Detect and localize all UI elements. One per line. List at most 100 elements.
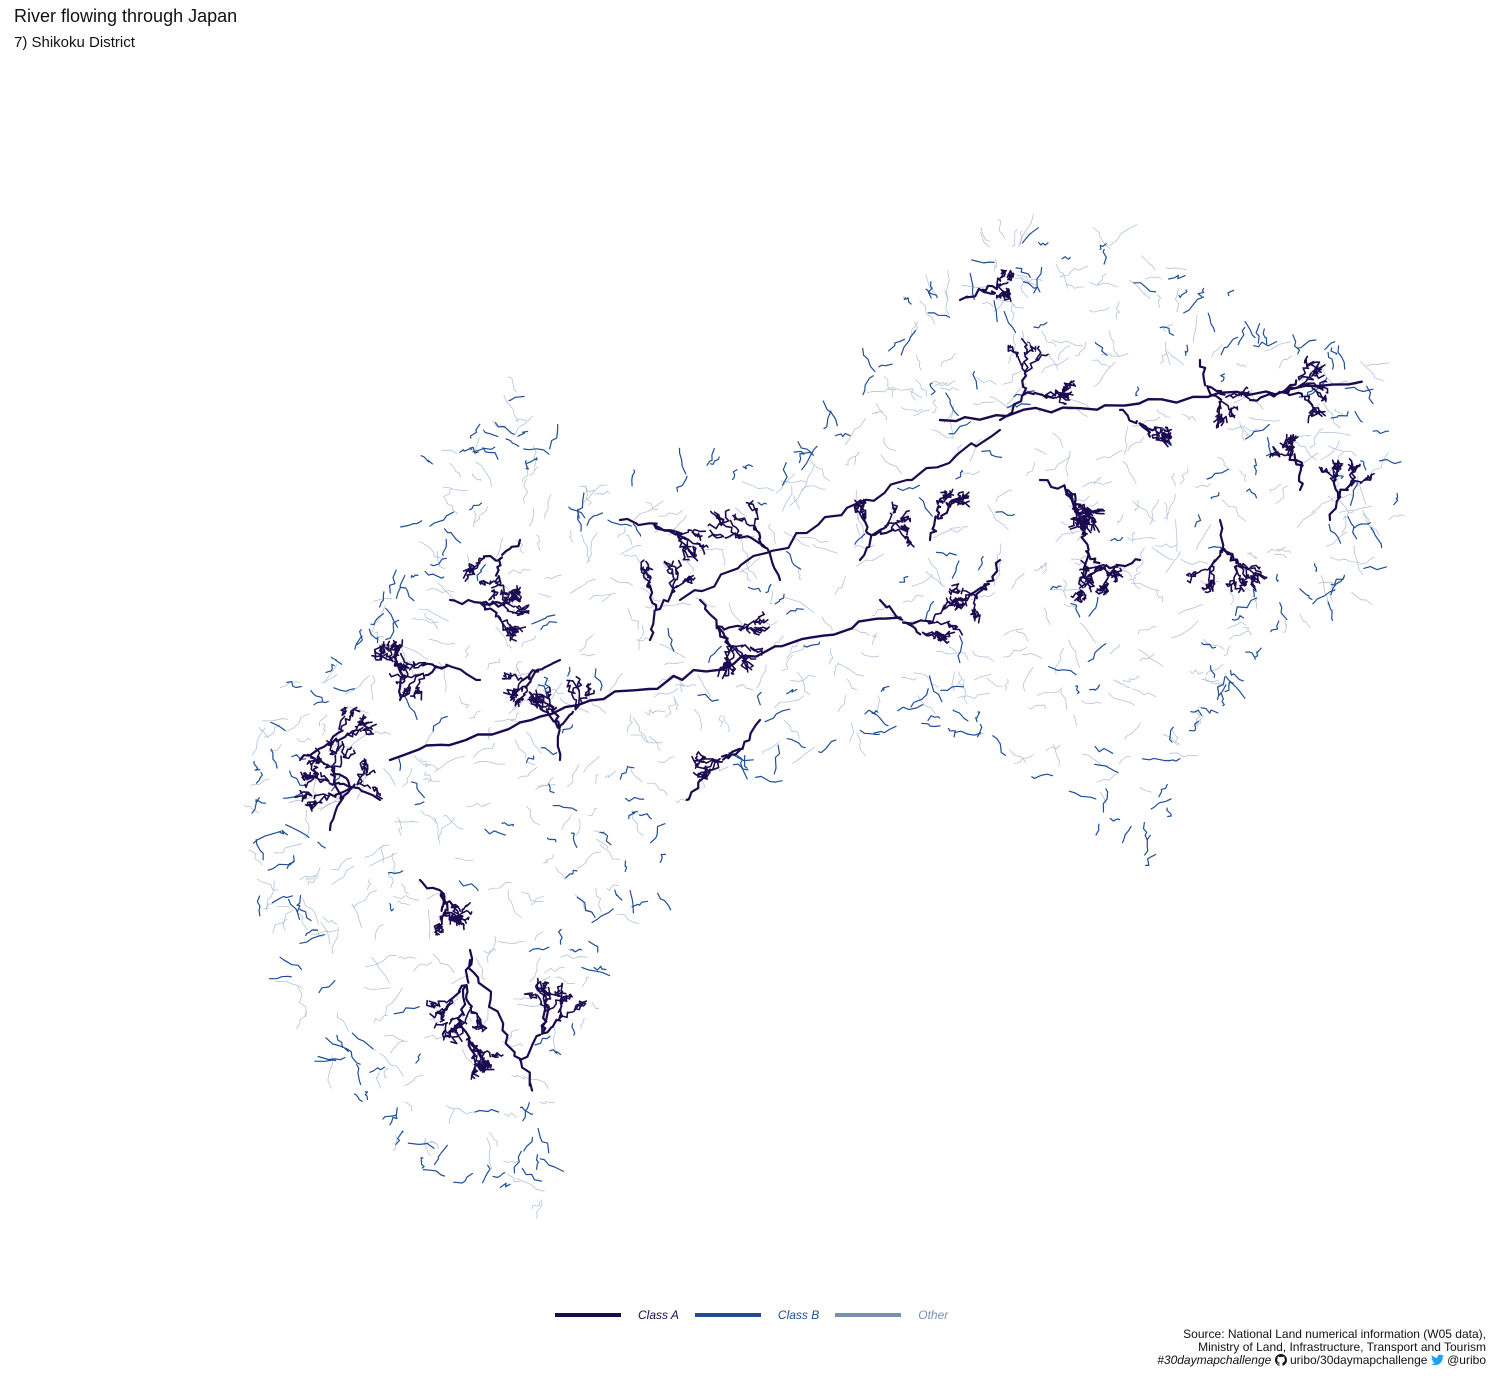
class-a-river — [1297, 464, 1304, 492]
caption-twitter: @uribo — [1447, 1353, 1486, 1367]
class-b-river — [370, 613, 384, 626]
other-river — [1093, 476, 1102, 485]
other-river — [353, 890, 377, 908]
class-a-river — [858, 534, 873, 562]
other-river — [591, 1002, 600, 1010]
other-river — [1021, 653, 1043, 659]
other-river — [1318, 580, 1341, 585]
other-river — [1049, 353, 1058, 370]
other-river — [809, 460, 830, 482]
class-a-river — [1153, 427, 1161, 438]
class-a-river — [716, 624, 744, 631]
other-river — [1065, 450, 1071, 477]
other-river — [638, 624, 644, 651]
class-a-river — [544, 996, 552, 1012]
other-river — [529, 956, 541, 983]
other-river — [1167, 351, 1185, 366]
class-a-river — [476, 1062, 482, 1069]
other-river — [1195, 706, 1201, 728]
class-a-river — [694, 755, 705, 763]
other-river — [909, 387, 916, 401]
other-river — [1300, 613, 1311, 629]
class-b-river — [624, 796, 645, 802]
class-b-river — [513, 1150, 522, 1174]
other-river — [1068, 639, 1081, 668]
class-a-river — [720, 747, 743, 759]
other-river — [932, 527, 961, 539]
class-b-river — [410, 574, 419, 579]
class-b-river — [351, 1032, 374, 1050]
other-river — [979, 231, 990, 248]
class-b-river — [389, 903, 394, 912]
class-a-river — [501, 538, 522, 556]
other-river — [1266, 547, 1286, 554]
class-a-river — [342, 749, 356, 760]
class-a-river — [1209, 565, 1215, 584]
class-a-river — [342, 746, 353, 759]
class-a-river — [1036, 345, 1042, 361]
class-a-river — [430, 1002, 440, 1009]
other-river — [424, 729, 435, 747]
class-a-river — [1186, 571, 1197, 584]
class-b-river — [803, 641, 820, 648]
class-b-river — [577, 492, 585, 519]
class-b-river — [317, 1055, 346, 1061]
class-a-river — [947, 496, 960, 507]
other-river — [602, 593, 612, 603]
other-river — [275, 980, 303, 989]
other-river — [806, 485, 826, 490]
class-a-river — [543, 993, 548, 1012]
class-b-river — [422, 1169, 446, 1177]
class-a-river — [1363, 472, 1375, 481]
class-b-river — [1031, 773, 1054, 779]
class-b-river — [1207, 312, 1216, 333]
class-b-river — [659, 853, 666, 863]
class-a-river — [716, 625, 735, 649]
other-river — [679, 680, 685, 693]
other-river — [1010, 303, 1015, 323]
class-b-river — [1135, 386, 1140, 397]
class-a-river — [695, 751, 707, 760]
other-river — [475, 437, 480, 456]
class-a-river — [642, 570, 652, 590]
class-b-river — [1209, 665, 1216, 678]
other-river — [459, 695, 469, 709]
other-river — [939, 387, 959, 391]
other-river — [453, 994, 459, 1006]
class-b-river — [1197, 287, 1205, 298]
other-river — [1036, 687, 1063, 696]
class-a-river — [328, 781, 351, 789]
river-map-svg — [244, 214, 1405, 1220]
class-b-river — [285, 824, 310, 839]
other-river — [849, 722, 854, 743]
class-b-river — [947, 728, 956, 738]
other-river — [1269, 484, 1282, 493]
class-b-river — [482, 447, 499, 460]
class-a-river — [408, 661, 427, 671]
class-a-river — [1225, 391, 1245, 399]
class-a-river — [407, 672, 424, 687]
class-b-river — [1048, 665, 1077, 676]
class-a-river — [488, 575, 500, 585]
class-a-river — [326, 732, 349, 747]
other-river — [1227, 621, 1247, 630]
other-river — [1205, 663, 1224, 676]
class-a-river — [892, 504, 898, 514]
class-b-river — [774, 593, 785, 605]
other-river — [1028, 704, 1047, 710]
class-a-river — [1223, 548, 1240, 566]
class-a-river — [308, 802, 318, 812]
class-a-river — [1007, 344, 1019, 358]
class-a-river — [307, 753, 320, 765]
other-river — [595, 774, 599, 785]
other-river — [579, 634, 594, 652]
class-a-river — [1287, 433, 1295, 445]
other-river — [318, 714, 328, 727]
class-b-river — [955, 470, 964, 480]
class-a-river — [451, 904, 462, 920]
class-b-river — [835, 432, 851, 438]
other-river — [1063, 579, 1067, 599]
other-river — [389, 1040, 404, 1054]
class-a-river — [618, 517, 658, 527]
class-a-river — [471, 1067, 480, 1078]
